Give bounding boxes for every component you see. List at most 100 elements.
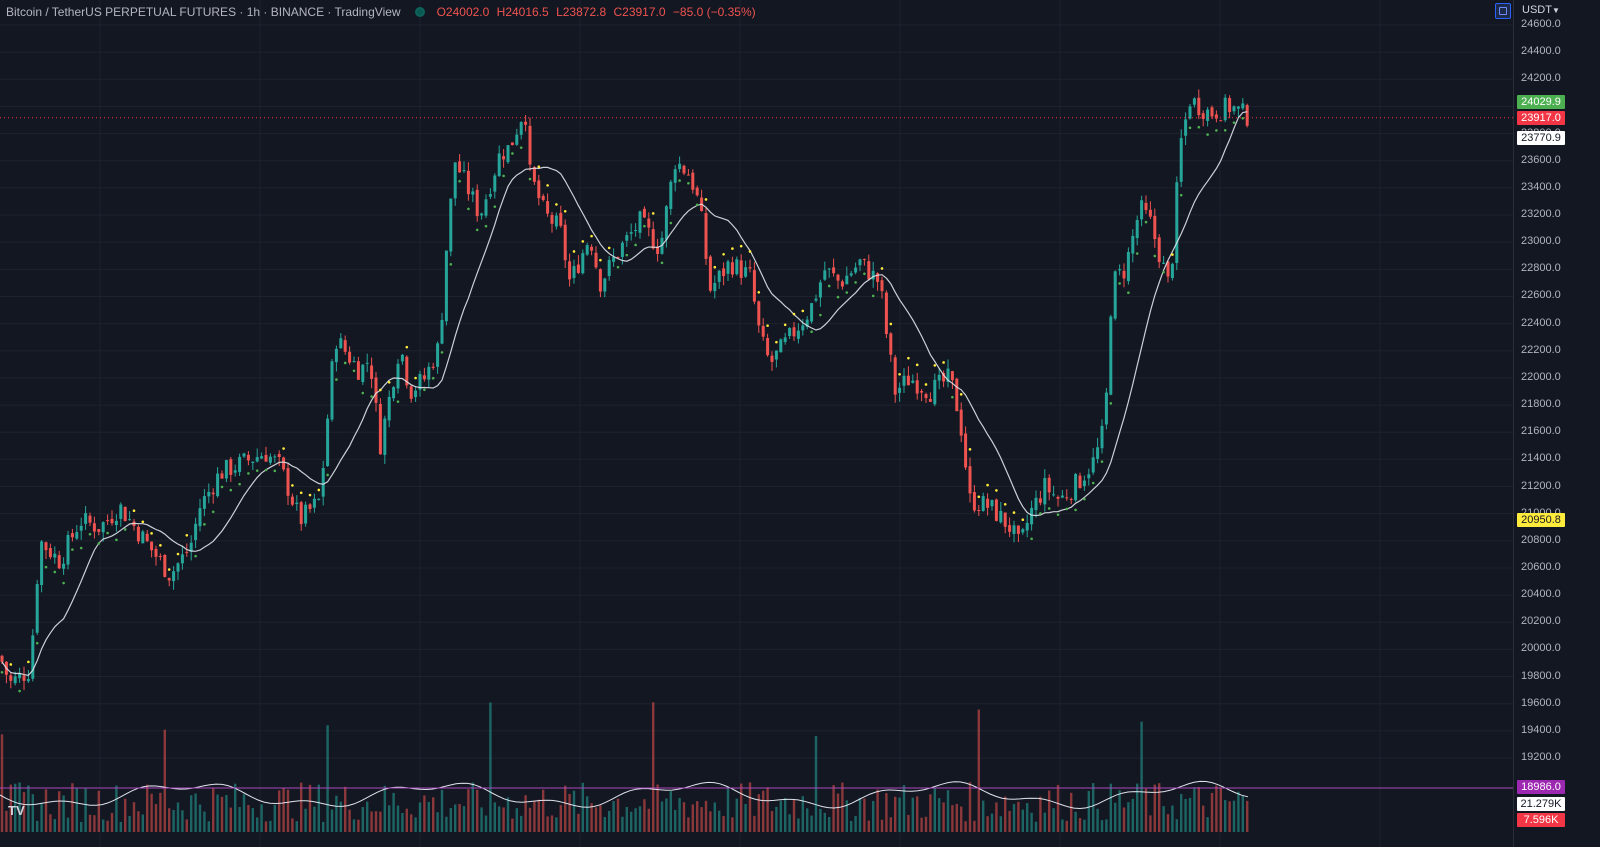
volume-bar bbox=[586, 796, 589, 832]
volume-bar bbox=[194, 793, 197, 832]
psar-dot bbox=[537, 165, 541, 169]
psar-dot bbox=[71, 548, 74, 551]
currency-selector[interactable]: USDT▼ bbox=[1522, 4, 1560, 16]
candle-body bbox=[1122, 270, 1126, 279]
candle-body bbox=[18, 673, 22, 679]
volume-bar bbox=[1008, 810, 1011, 832]
volume-bar bbox=[132, 802, 136, 832]
volume-bar bbox=[880, 819, 884, 832]
volume-bar bbox=[49, 814, 52, 832]
volume-bar bbox=[885, 793, 888, 832]
volume-bar bbox=[867, 820, 870, 832]
psar-dot bbox=[423, 388, 426, 392]
volume-bar bbox=[845, 800, 848, 832]
volume-bar bbox=[330, 809, 334, 832]
candle-body bbox=[774, 350, 778, 360]
candle-body bbox=[44, 542, 48, 551]
candle-body bbox=[9, 675, 13, 681]
candle-body bbox=[946, 368, 950, 382]
candle-body bbox=[713, 282, 717, 292]
candle-body bbox=[1047, 477, 1051, 493]
volume-bar bbox=[902, 785, 906, 832]
psar-dot bbox=[986, 483, 989, 487]
volume-bar bbox=[471, 782, 474, 832]
price-axis-label: 19400.0 bbox=[1521, 723, 1561, 736]
volume-bar bbox=[894, 796, 897, 832]
volume-bar bbox=[18, 782, 21, 832]
symbol-title[interactable]: Bitcoin / TetherUS PERPETUAL FUTURES · 1… bbox=[6, 5, 401, 19]
psar-dot bbox=[616, 265, 620, 269]
volume-bar bbox=[251, 808, 254, 832]
psar-dot bbox=[264, 468, 268, 472]
volume-bar bbox=[22, 792, 26, 832]
volume-bar bbox=[999, 816, 1002, 832]
volume-bar bbox=[115, 785, 118, 832]
price-tag: 21.279K bbox=[1517, 797, 1565, 811]
psar-dot bbox=[326, 473, 329, 477]
volume-bar bbox=[568, 793, 571, 832]
volume-bar bbox=[163, 729, 166, 832]
candle-body bbox=[0, 655, 4, 662]
candle-body bbox=[744, 267, 748, 277]
volume-bar bbox=[476, 789, 479, 832]
candle-body bbox=[431, 366, 435, 368]
volume-bar bbox=[625, 806, 628, 832]
psar-dot bbox=[396, 400, 400, 403]
candle-body bbox=[638, 211, 642, 233]
candle-body bbox=[541, 195, 545, 200]
candle-body bbox=[796, 330, 800, 339]
volume-bar bbox=[876, 789, 879, 832]
volume-bar bbox=[550, 815, 554, 832]
volume-bar bbox=[176, 802, 180, 832]
volume-bar bbox=[748, 782, 752, 832]
psar-dot bbox=[414, 376, 417, 380]
psar-dot bbox=[475, 228, 479, 232]
psar-dot bbox=[282, 447, 285, 450]
psar-dot bbox=[810, 330, 813, 334]
volume-bar bbox=[1083, 819, 1086, 832]
low-key: L bbox=[556, 5, 563, 19]
candle-body bbox=[1126, 251, 1130, 282]
candle-body bbox=[682, 165, 686, 174]
candle-body bbox=[352, 361, 356, 363]
psar-dot bbox=[1056, 513, 1060, 516]
candle-body bbox=[1087, 474, 1091, 479]
volume-bar bbox=[304, 808, 307, 832]
candle-body bbox=[814, 298, 818, 301]
volume-bar bbox=[599, 805, 602, 832]
volume-bar bbox=[982, 800, 985, 832]
candle-body bbox=[1157, 237, 1161, 263]
volume-bar bbox=[810, 815, 813, 832]
volume-bar bbox=[814, 736, 818, 832]
volume-bar bbox=[137, 811, 140, 832]
candle-body bbox=[1131, 235, 1135, 254]
volume-bar bbox=[418, 802, 422, 832]
psar-dot bbox=[1153, 254, 1157, 258]
candle-body bbox=[123, 506, 127, 522]
candle-body bbox=[620, 242, 624, 257]
candle-body bbox=[1144, 202, 1148, 211]
candle-body bbox=[832, 267, 836, 274]
candle-body bbox=[1113, 271, 1117, 319]
candle-body bbox=[79, 525, 83, 531]
tradingview-logo-icon[interactable]: TV bbox=[8, 803, 25, 818]
candle-body bbox=[748, 267, 752, 269]
candle-body bbox=[625, 235, 629, 241]
volume-bar bbox=[467, 789, 470, 832]
high-value: 24016.5 bbox=[505, 5, 549, 19]
candle-body bbox=[418, 373, 422, 390]
candle-body bbox=[845, 275, 849, 285]
candle-body bbox=[31, 635, 35, 679]
volume-bar bbox=[713, 802, 716, 832]
volume-bar bbox=[823, 812, 826, 832]
volume-bar bbox=[190, 795, 193, 832]
volume-bar bbox=[436, 812, 439, 832]
volume-bar bbox=[1105, 819, 1108, 832]
psar-dot bbox=[511, 152, 514, 155]
fullscreen-icon[interactable] bbox=[1495, 3, 1511, 19]
chevron-down-icon: ▼ bbox=[1551, 6, 1560, 15]
candle-body bbox=[286, 468, 290, 496]
candle-body bbox=[871, 270, 875, 280]
